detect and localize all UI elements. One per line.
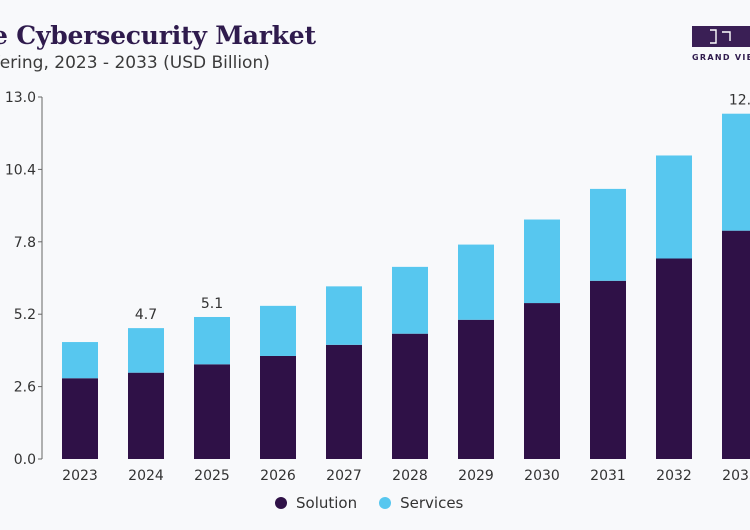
bar-services-2024 bbox=[128, 328, 164, 373]
bar-services-2031 bbox=[590, 188, 626, 281]
legend-item-solution: Solution bbox=[275, 494, 357, 512]
bar-solution-2029 bbox=[458, 319, 494, 459]
x-tick-label: 2024 bbox=[128, 468, 164, 484]
bar-services-2027 bbox=[326, 286, 362, 345]
logo-mark bbox=[692, 26, 750, 47]
legend-label-services: Services bbox=[400, 494, 464, 512]
x-tick-label: 2030 bbox=[524, 468, 560, 484]
legend-swatch-services bbox=[379, 497, 392, 509]
x-tick-label: 2033 bbox=[722, 468, 750, 484]
bar-services-2032 bbox=[656, 155, 692, 259]
bar-solution-2023 bbox=[62, 378, 98, 459]
bar-services-2030 bbox=[524, 219, 560, 304]
x-tick-label: 2027 bbox=[326, 468, 362, 484]
x-tick-label: 2029 bbox=[458, 468, 494, 484]
bar-solution-2025 bbox=[194, 364, 230, 459]
y-tick-label: 10.4 bbox=[5, 162, 36, 178]
data-label-2025: 5.1 bbox=[201, 296, 223, 312]
y-tick-label: 7.8 bbox=[14, 235, 36, 251]
bar-solution-2030 bbox=[524, 303, 560, 459]
bar-services-2033 bbox=[722, 113, 750, 231]
y-tick-label: 5.2 bbox=[14, 307, 36, 323]
x-tick-label: 2031 bbox=[590, 468, 626, 484]
x-tick-label: 2026 bbox=[260, 468, 296, 484]
grand-view-logo-icon: GRAND VIE bbox=[692, 26, 750, 66]
legend-label-solution: Solution bbox=[296, 494, 358, 512]
legend-item-services: Services bbox=[379, 494, 463, 512]
data-label-2033: 12. bbox=[729, 93, 750, 109]
chart-subtitle: ffering, 2023 - 2033 (USD Billion) bbox=[0, 53, 270, 73]
bar-solution-2024 bbox=[128, 372, 164, 459]
bar-solution-2032 bbox=[656, 258, 692, 459]
x-tick-label: 2032 bbox=[656, 468, 692, 484]
logo-text: GRAND VIE bbox=[692, 53, 750, 62]
bar-services-2028 bbox=[392, 266, 428, 334]
x-tick-label: 2028 bbox=[392, 468, 428, 484]
bar-services-2025 bbox=[194, 316, 230, 365]
y-tick-label: 2.6 bbox=[14, 380, 36, 396]
bar-solution-2031 bbox=[590, 280, 626, 459]
bar-services-2029 bbox=[458, 244, 494, 320]
logo-mark-glyph bbox=[710, 29, 731, 44]
data-label-2024: 4.7 bbox=[135, 307, 157, 323]
chart-title: e Cybersecurity Market bbox=[0, 21, 316, 50]
bar-solution-2033 bbox=[722, 230, 750, 459]
bar-solution-2026 bbox=[260, 355, 296, 459]
bar-services-2026 bbox=[260, 305, 296, 356]
y-tick-label: 0.0 bbox=[14, 452, 36, 468]
stacked-bar-chart: 0.0 2.6 5.2 7.8 10.4 13.0 2023 2024 2025 2026 2027… bbox=[5, 90, 750, 484]
y-tick-label: 13.0 bbox=[5, 90, 36, 106]
legend-swatch-solution bbox=[275, 497, 287, 509]
bar-solution-2027 bbox=[326, 344, 362, 459]
bar-solution-2028 bbox=[392, 333, 428, 459]
bar-services-2023 bbox=[62, 342, 98, 379]
legend: Solution Services bbox=[275, 494, 463, 512]
x-tick-label: 2023 bbox=[62, 468, 98, 484]
x-tick-label: 2025 bbox=[194, 468, 230, 484]
